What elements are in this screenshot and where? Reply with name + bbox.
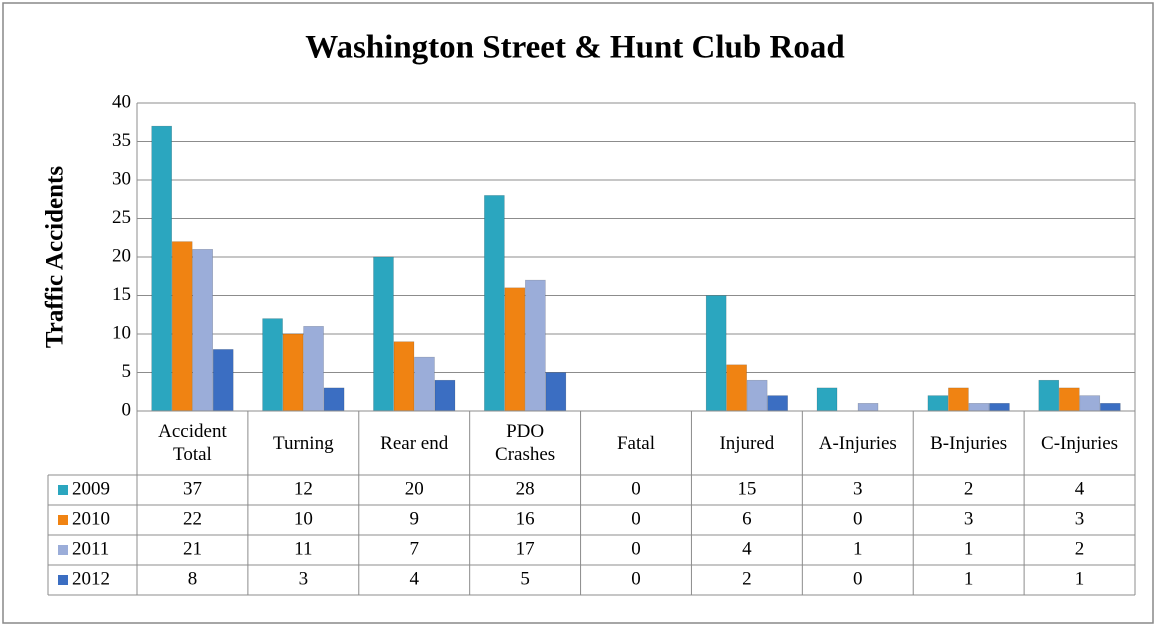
table-value: 22	[183, 508, 202, 529]
bar	[927, 395, 949, 412]
table-value: 0	[631, 538, 641, 559]
table-value: 0	[631, 478, 641, 499]
bar	[767, 395, 788, 412]
table-value: 1	[853, 538, 863, 559]
table-value: 1	[964, 568, 974, 589]
category-label: Turning	[273, 432, 334, 454]
table-value: 0	[853, 508, 863, 529]
legend-label: 2011	[72, 538, 109, 559]
legend-label: 2010	[72, 508, 110, 529]
table-value: 3	[964, 508, 974, 529]
table-value: 6	[742, 508, 752, 529]
bar	[1059, 387, 1080, 412]
table-value: 37	[183, 478, 202, 499]
table-value: 17	[516, 538, 535, 559]
table-value: 0	[631, 508, 641, 529]
table-value: 4	[742, 538, 752, 559]
legend-key	[58, 545, 68, 555]
table-value: 16	[516, 508, 535, 529]
bar	[484, 195, 505, 412]
y-tick-label: 5	[122, 361, 132, 382]
table-value: 11	[294, 538, 312, 559]
bar	[282, 333, 304, 412]
table-value: 2	[1075, 538, 1085, 559]
bar	[414, 356, 435, 412]
y-tick-label: 15	[112, 284, 131, 305]
chart-title: Washington Street & Hunt Club Road	[305, 30, 844, 66]
y-tick-label: 20	[112, 245, 131, 266]
table-value: 0	[631, 568, 641, 589]
category-label: Accident Total	[158, 421, 227, 465]
bar	[303, 326, 324, 412]
bar	[434, 379, 456, 412]
y-axis-label: Traffic Accidents	[42, 166, 69, 348]
bar	[171, 241, 193, 412]
table-value: 4	[1075, 478, 1085, 499]
y-tick-label: 25	[112, 207, 131, 228]
bar	[323, 387, 345, 412]
category-label: Injured	[719, 432, 775, 454]
category-label: B-Injuries	[930, 432, 1008, 454]
table-value: 20	[405, 478, 424, 499]
table-value: 10	[294, 508, 313, 529]
table-value: 8	[188, 568, 198, 589]
bar	[857, 403, 879, 412]
y-tick-label: 10	[112, 322, 131, 343]
bar	[705, 295, 727, 412]
bar	[525, 279, 546, 412]
y-tick-label: 0	[122, 399, 132, 420]
bar	[212, 349, 234, 412]
table-value: 2	[964, 478, 974, 499]
table-value: 1	[964, 538, 974, 559]
bar	[948, 387, 969, 412]
legend-label: 2009	[72, 478, 110, 499]
y-tick-label: 30	[112, 168, 131, 189]
legend-key	[58, 575, 68, 585]
category-label: PDO Crashes	[495, 421, 556, 465]
bar	[545, 372, 567, 412]
y-tick-label: 35	[112, 130, 131, 151]
bar	[373, 256, 394, 412]
legend-key	[58, 485, 68, 495]
category-label: C-Injuries	[1041, 432, 1119, 454]
bar	[1079, 395, 1101, 412]
bar	[262, 318, 283, 412]
category-label: Fatal	[616, 432, 655, 454]
table-value: 12	[294, 478, 313, 499]
table-value: 15	[737, 478, 756, 499]
bar	[504, 287, 526, 412]
category-label: A-Injuries	[818, 432, 897, 454]
table-value: 9	[409, 508, 419, 529]
table-value: 4	[409, 568, 419, 589]
legend-label: 2012	[72, 568, 110, 589]
legend-key	[58, 515, 68, 525]
table-value: 5	[520, 568, 530, 589]
bar	[989, 403, 1010, 412]
bar	[816, 387, 838, 412]
table-value: 3	[1075, 508, 1085, 529]
table-value: 2	[742, 568, 752, 589]
bar	[1100, 403, 1121, 412]
category-label: Rear end	[380, 432, 449, 454]
table-value: 3	[299, 568, 309, 589]
table-value: 21	[183, 538, 202, 559]
bar	[746, 379, 768, 412]
bar	[393, 341, 415, 412]
table-value: 28	[516, 478, 535, 499]
y-tick-label: 40	[112, 91, 131, 112]
table-value: 1	[1075, 568, 1085, 589]
bar	[726, 364, 747, 412]
bar	[1038, 379, 1060, 412]
bar	[192, 249, 213, 412]
table-value: 0	[853, 568, 863, 589]
bar	[968, 403, 990, 412]
table-value: 7	[409, 538, 419, 559]
bar	[151, 125, 172, 412]
table-value: 3	[853, 478, 863, 499]
